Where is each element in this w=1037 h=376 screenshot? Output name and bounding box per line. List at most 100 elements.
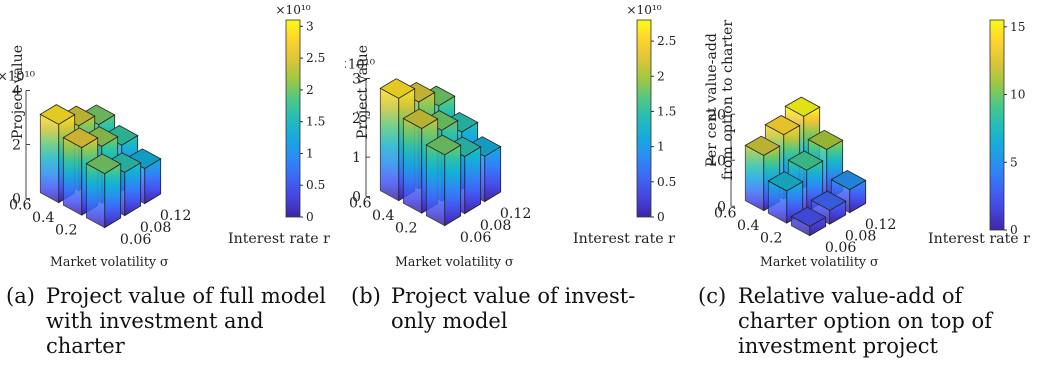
panel-c: 0 10 20 0.2 0.4 0.6 0.06 0.08 0.12 Per cent value… (692, 0, 1037, 376)
bar-side-face (39, 113, 60, 204)
colorbar-tick-label: 0.5 (657, 175, 676, 189)
caption-a: (a) Project value of full model with inve… (6, 284, 336, 359)
bar-top-face (764, 115, 801, 136)
z-scale-label: ×10¹⁰ (0, 70, 35, 85)
z-tick-label: 10 (708, 153, 726, 169)
x-tick-label: 0.6 (9, 198, 32, 214)
bar-top-face (402, 108, 439, 129)
colorbar-tick-label: 1 (306, 146, 314, 160)
bar-top-face (767, 171, 804, 192)
bar-side-face (402, 117, 423, 214)
y-tick-label: 0.08 (480, 218, 512, 234)
bar-top-face (784, 96, 821, 117)
panel-a: 0 2 4 0.2 0.4 0.6 0.06 0.08 0.12 Project value Mar… (0, 0, 345, 376)
caption-c: (c) Relative value-add of charter option … (698, 284, 1028, 359)
z-axis-label: Project value (10, 45, 26, 139)
y-axis-label: Interest rate r (228, 231, 330, 247)
x-tick-label: 0.4 (32, 210, 55, 226)
colorbar-tick-label: 15 (1010, 20, 1025, 34)
bar-top-face (425, 134, 462, 156)
x-tick-label: 0.2 (395, 221, 418, 237)
colorbar-tick-label: 1.5 (657, 104, 676, 118)
caption-text: Relative value-add of charter option on … (738, 284, 992, 358)
z-tick-label: 2 (12, 138, 21, 154)
bar-side-face (379, 87, 400, 202)
bar (790, 206, 827, 237)
x-tick-label: 0.2 (55, 223, 78, 239)
y-tick-label: 0.12 (865, 217, 897, 233)
x-axis-label: Market volatility σ (395, 254, 514, 269)
z-scale-label: ×10¹⁰ (345, 58, 375, 73)
colorbar-scale-label: ×10¹⁰ (275, 3, 310, 17)
bar-front-face (444, 144, 462, 227)
bar-top-face (39, 104, 76, 125)
colorbar-tick-label: 2 (657, 69, 665, 83)
colorbar-tick-label: 2.5 (657, 34, 676, 48)
y-tick-label: 0.06 (825, 240, 857, 256)
z-tick-label: 0 (352, 190, 361, 206)
z-tick-label: 1 (352, 150, 361, 166)
bar-top-face (790, 206, 827, 227)
caption-text: Project value of full model with investm… (46, 284, 326, 358)
colorbar-tick-label: 0.5 (306, 178, 325, 192)
bar-top-face (85, 153, 122, 175)
bar-top-face (787, 150, 824, 171)
x-tick-label: 0.4 (737, 218, 760, 234)
colorbar-tick-label: 0 (306, 210, 314, 224)
colorbar-tick-label: 3 (306, 19, 314, 33)
colorbar-tick-label: 5 (1010, 155, 1018, 169)
x-axis-label: Market volatility σ (760, 254, 879, 269)
colorbar-scale-label: ×10¹⁰ (626, 3, 661, 17)
y-tick-label: 0.08 (140, 220, 172, 236)
y-tick-label: 0.06 (460, 230, 492, 246)
bar-front-face (464, 146, 482, 215)
y-tick-label: 0.12 (500, 206, 532, 222)
caption-text: Project value of invest-only model (391, 284, 636, 333)
y-axis-label: Interest rate r (928, 231, 1030, 247)
bar-side-face (85, 162, 106, 229)
z-tick-label: 20 (708, 107, 726, 123)
y-tick-label: 0.08 (845, 229, 877, 245)
caption-b: (b) Project value of invest-only model (351, 284, 681, 334)
x-tick-label: 0.2 (760, 230, 783, 246)
bar-top-face (807, 129, 844, 150)
bar-top-face (830, 169, 867, 191)
colorbar-tick-label: 0 (657, 210, 665, 224)
bar-side-face (425, 144, 446, 227)
bar-top-face (379, 78, 416, 99)
y-tick-label: 0.12 (160, 208, 192, 224)
bar-top-face (62, 127, 99, 149)
bar-side-face (62, 136, 83, 216)
bar-front-face (104, 163, 122, 229)
z-tick-label: 2 (352, 111, 361, 127)
colorbar-tick-label: 1.5 (306, 115, 325, 129)
x-tick-label: 0.6 (349, 196, 372, 212)
colorbar (285, 19, 301, 218)
y-tick-label: 0.06 (120, 232, 152, 248)
colorbar (989, 19, 1005, 231)
caption-label: (a) (6, 284, 35, 308)
z-axis-label: Per cent value-add (704, 33, 720, 167)
colorbar (636, 19, 652, 218)
x-tick-label: 0.4 (372, 208, 395, 224)
colorbar-tick-label: 2.5 (306, 51, 325, 65)
bar (62, 127, 99, 216)
colorbar-tick-label: 1 (657, 140, 665, 154)
caption-label: (b) (351, 284, 381, 308)
chart-b: 0 1 2 3 0.20.40.6 0.060.080.12 Project value Ma… (345, 3, 676, 269)
bar-top-face (810, 190, 847, 211)
colorbar-tick-label: 2 (306, 83, 314, 97)
x-tick-label: 0.6 (714, 205, 737, 221)
bar (425, 134, 462, 227)
colorbar-tick-label: 10 (1010, 88, 1025, 102)
chart-c: 0 10 20 0.20.40.6 0.060.080.12 Per cent value… (704, 19, 1030, 269)
chart-a: 0 2 4 0.20.40.6 0.060.080.12 Project value Mar… (0, 3, 330, 269)
y-axis-label: Interest rate r (573, 231, 675, 247)
z-tick-label: 0 (12, 192, 21, 208)
bar (85, 153, 122, 229)
x-axis-label: Market volatility σ (50, 254, 169, 269)
caption-label: (c) (698, 284, 727, 308)
bar-side-face (744, 144, 765, 212)
panel-b: 0 1 2 3 0.2 0.4 0.6 0.06 0.08 0.12 Project value Ma… (345, 0, 690, 376)
z-tick-label: 4 (12, 84, 21, 100)
